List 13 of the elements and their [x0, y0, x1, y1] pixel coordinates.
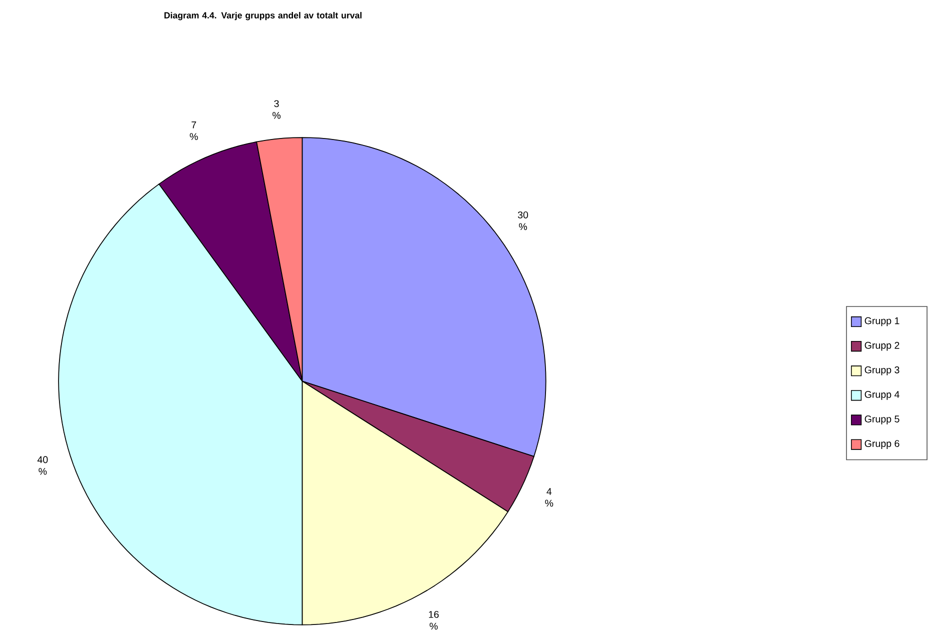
data-label: 3 % — [272, 100, 281, 120]
legend-label: Grupp 6 — [864, 440, 900, 450]
data-label: 16 % — [428, 611, 439, 630]
legend-label: Grupp 2 — [864, 342, 900, 351]
data-label: 4 % — [545, 488, 554, 507]
legend-label: Grupp 4 — [864, 391, 900, 400]
data-label: 30 % — [518, 212, 528, 230]
data-label: 7 % — [190, 122, 198, 140]
data-label: 40 % — [37, 456, 48, 476]
legend-label: Grupp 5 — [864, 416, 900, 425]
chart-title: Diagram 4.4. Varje grupps andel av totalt urval — [164, 12, 362, 20]
legend-label: Grupp 1 — [864, 318, 900, 326]
legend-label: Grupp 3 — [864, 366, 900, 376]
